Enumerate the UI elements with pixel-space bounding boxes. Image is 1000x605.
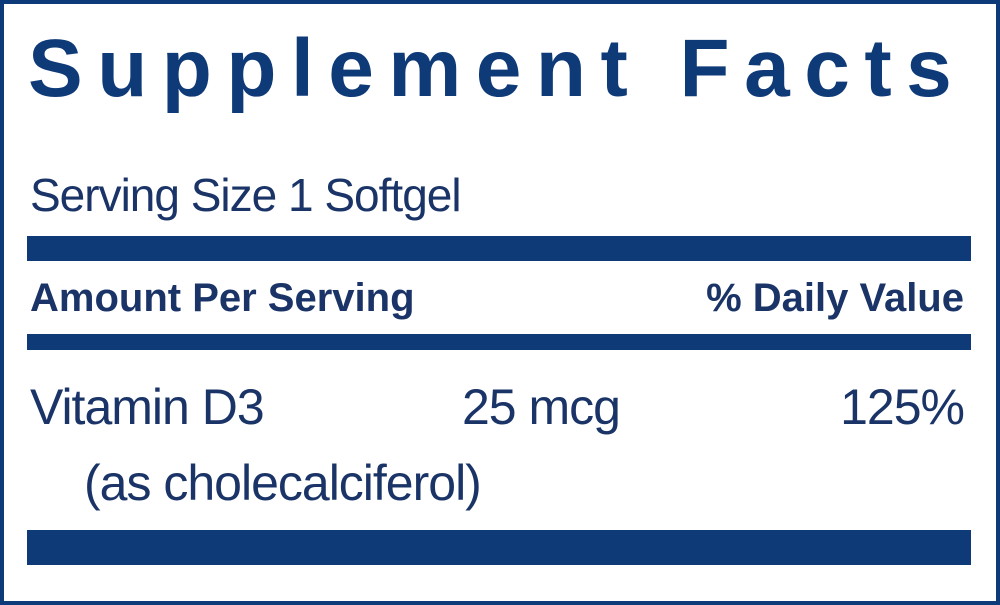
medium-divider (27, 334, 971, 350)
nutrient-source: (as cholecalciferol) (84, 455, 482, 511)
thick-divider (27, 236, 971, 261)
nutrient-daily-value: 125% (840, 379, 965, 435)
bottom-divider (27, 530, 971, 565)
nutrient-amount: 25 mcg (462, 379, 621, 435)
label-title: Supplement Facts (28, 23, 967, 114)
nutrient-name: Vitamin D3 (30, 379, 265, 435)
amount-per-serving-header: Amount Per Serving (30, 276, 415, 320)
daily-value-header: % Daily Value (706, 276, 964, 320)
serving-size: Serving Size 1 Softgel (30, 169, 462, 221)
